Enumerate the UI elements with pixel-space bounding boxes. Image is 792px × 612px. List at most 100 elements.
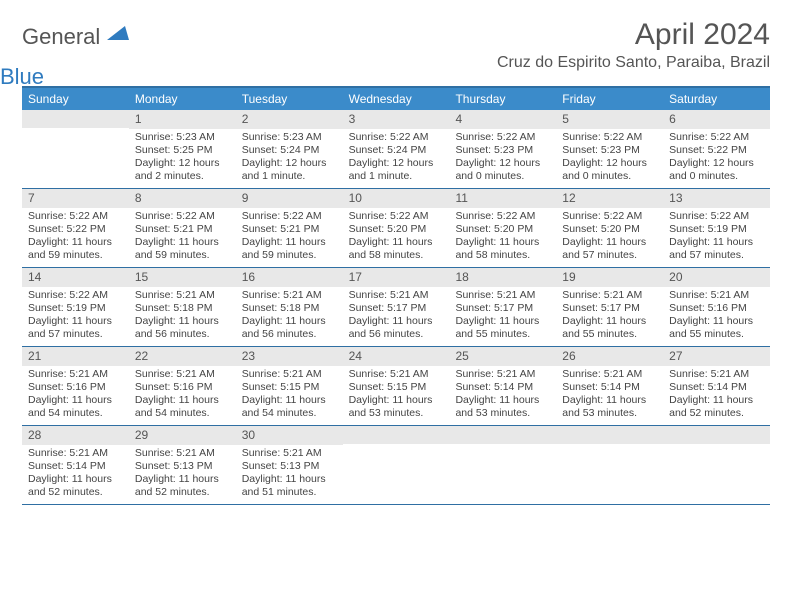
day-number: 24: [343, 347, 450, 366]
calendar-day: 5Sunrise: 5:22 AMSunset: 5:23 PMDaylight…: [556, 110, 663, 188]
sunset-text: Sunset: 5:14 PM: [28, 460, 123, 473]
sunrise-text: Sunrise: 5:22 AM: [669, 131, 764, 144]
day-number: 27: [663, 347, 770, 366]
daylight-text: Daylight: 11 hours and 58 minutes.: [455, 236, 550, 262]
sunrise-text: Sunrise: 5:22 AM: [562, 210, 657, 223]
calendar-day: 4Sunrise: 5:22 AMSunset: 5:23 PMDaylight…: [449, 110, 556, 188]
day-body: Sunrise: 5:22 AMSunset: 5:21 PMDaylight:…: [236, 208, 343, 267]
calendar-day: 3Sunrise: 5:22 AMSunset: 5:24 PMDaylight…: [343, 110, 450, 188]
day-body: Sunrise: 5:22 AMSunset: 5:24 PMDaylight:…: [343, 129, 450, 188]
daylight-text: Daylight: 11 hours and 57 minutes.: [28, 315, 123, 341]
calendar-day: 12Sunrise: 5:22 AMSunset: 5:20 PMDayligh…: [556, 189, 663, 267]
sunset-text: Sunset: 5:21 PM: [135, 223, 230, 236]
day-number: 30: [236, 426, 343, 445]
day-number: 9: [236, 189, 343, 208]
day-number: 28: [22, 426, 129, 445]
day-number: 10: [343, 189, 450, 208]
sunset-text: Sunset: 5:14 PM: [562, 381, 657, 394]
dow-friday: Friday: [556, 88, 663, 110]
day-number: 1: [129, 110, 236, 129]
day-number: [343, 426, 450, 444]
sunrise-text: Sunrise: 5:23 AM: [135, 131, 230, 144]
daylight-text: Daylight: 11 hours and 56 minutes.: [349, 315, 444, 341]
daylight-text: Daylight: 11 hours and 52 minutes.: [28, 473, 123, 499]
daylight-text: Daylight: 11 hours and 57 minutes.: [669, 236, 764, 262]
daylight-text: Daylight: 11 hours and 54 minutes.: [135, 394, 230, 420]
sunrise-text: Sunrise: 5:22 AM: [28, 210, 123, 223]
day-body: Sunrise: 5:21 AMSunset: 5:17 PMDaylight:…: [449, 287, 556, 346]
calendar-body: 1 Sunrise: 5:23 AMSunset: 5:25 PM Daylight…: [22, 110, 770, 505]
day-body: Sunrise: 5:22 AMSunset: 5:19 PMDaylight:…: [22, 287, 129, 346]
day-number: 3: [343, 110, 450, 129]
calendar-day: 10Sunrise: 5:22 AMSunset: 5:20 PMDayligh…: [343, 189, 450, 267]
daylight-text: Daylight: 11 hours and 55 minutes.: [562, 315, 657, 341]
logo-block: General Blue: [22, 24, 127, 76]
daylight-text: Daylight: 11 hours and 53 minutes.: [349, 394, 444, 420]
daylight-text: Daylight: 11 hours and 52 minutes.: [135, 473, 230, 499]
daylight-text: Daylight: 11 hours and 51 minutes.: [242, 473, 337, 499]
sunrise-text: Sunrise: 5:22 AM: [455, 210, 550, 223]
sunset-text: Sunset: 5:14 PM: [455, 381, 550, 394]
day-body: Sunrise: 5:21 AMSunset: 5:14 PMDaylight:…: [449, 366, 556, 425]
day-body: Sunrise: 5:22 AMSunset: 5:20 PMDaylight:…: [449, 208, 556, 267]
sunset-text: Sunset: 5:15 PM: [242, 381, 337, 394]
sunset-text: Sunset: 5:18 PM: [135, 302, 230, 315]
day-body: Sunrise: 5:21 AMSunset: 5:14 PMDaylight:…: [663, 366, 770, 425]
calendar-day: 16Sunrise: 5:21 AMSunset: 5:18 PMDayligh…: [236, 268, 343, 346]
calendar-day: 18Sunrise: 5:21 AMSunset: 5:17 PMDayligh…: [449, 268, 556, 346]
calendar-day: 2Sunrise: 5:23 AMSunset: 5:24 PMDaylight…: [236, 110, 343, 188]
calendar-day: [663, 426, 770, 504]
sunrise-text: Sunrise: 5:22 AM: [28, 289, 123, 302]
sunset-text: Sunset: 5:22 PM: [669, 144, 764, 157]
day-number: [22, 110, 129, 128]
day-body: Sunrise: 5:21 AMSunset: 5:18 PMDaylight:…: [129, 287, 236, 346]
dow-saturday: Saturday: [663, 88, 770, 110]
calendar-day: 23Sunrise: 5:21 AMSunset: 5:15 PMDayligh…: [236, 347, 343, 425]
day-body: Sunrise: 5:22 AMSunset: 5:22 PMDaylight:…: [663, 129, 770, 188]
day-body: Sunrise: 5:21 AMSunset: 5:13 PMDaylight:…: [236, 445, 343, 504]
calendar-day: [449, 426, 556, 504]
day-number: 29: [129, 426, 236, 445]
day-body: Sunrise: 5:21 AMSunset: 5:16 PMDaylight:…: [22, 366, 129, 425]
calendar-day: 21Sunrise: 5:21 AMSunset: 5:16 PMDayligh…: [22, 347, 129, 425]
day-body: Sunrise: 5:22 AMSunset: 5:23 PMDaylight:…: [449, 129, 556, 188]
sunset-text: Sunset: 5:25 PM: [135, 144, 230, 157]
calendar-day: 8Sunrise: 5:22 AMSunset: 5:21 PMDaylight…: [129, 189, 236, 267]
sunrise-text: Sunrise: 5:22 AM: [455, 131, 550, 144]
daylight-text: Daylight: 11 hours and 58 minutes.: [349, 236, 444, 262]
dow-sunday: Sunday: [22, 88, 129, 110]
day-number: 8: [129, 189, 236, 208]
sunset-text: Sunset: 5:23 PM: [562, 144, 657, 157]
calendar-week: 14Sunrise: 5:22 AMSunset: 5:19 PMDayligh…: [22, 268, 770, 347]
sunrise-text: Sunrise: 5:21 AM: [349, 368, 444, 381]
day-number: 15: [129, 268, 236, 287]
sunrise-text: Sunrise: 5:21 AM: [135, 289, 230, 302]
sunrise-text: Sunrise: 5:21 AM: [455, 289, 550, 302]
sunset-text: Sunset: 5:19 PM: [28, 302, 123, 315]
dow-monday: Monday: [129, 88, 236, 110]
day-number: 18: [449, 268, 556, 287]
title-block: April 2024 Cruz do Espirito Santo, Parai…: [497, 18, 770, 72]
calendar-day: 14Sunrise: 5:22 AMSunset: 5:19 PMDayligh…: [22, 268, 129, 346]
calendar-day: 24Sunrise: 5:21 AMSunset: 5:15 PMDayligh…: [343, 347, 450, 425]
daylight-text: Daylight: 11 hours and 53 minutes.: [562, 394, 657, 420]
day-body: Sunrise: 5:23 AMSunset: 5:24 PMDaylight:…: [236, 129, 343, 188]
sunset-text: Sunset: 5:24 PM: [242, 144, 337, 157]
day-body: Sunrise: 5:22 AMSunset: 5:20 PMDaylight:…: [343, 208, 450, 267]
day-number: 26: [556, 347, 663, 366]
calendar: Sunday Monday Tuesday Wednesday Thursday…: [22, 86, 770, 505]
calendar-day: 22Sunrise: 5:21 AMSunset: 5:16 PMDayligh…: [129, 347, 236, 425]
sunrise-text: Sunrise: 5:21 AM: [242, 368, 337, 381]
sunrise-text: Sunrise: 5:21 AM: [242, 447, 337, 460]
day-body: Sunrise: 5:21 AMSunset: 5:17 PMDaylight:…: [343, 287, 450, 346]
sunrise-text: Sunrise: 5:21 AM: [562, 289, 657, 302]
sunrise-text: Sunrise: 5:22 AM: [135, 210, 230, 223]
sunrise-text: Sunrise: 5:21 AM: [562, 368, 657, 381]
sunrise-text: Sunrise: 5:21 AM: [28, 368, 123, 381]
page: General Blue April 2024 Cruz do Espirito…: [0, 0, 792, 505]
day-number: 13: [663, 189, 770, 208]
sunset-text: Sunset: 5:23 PM: [455, 144, 550, 157]
daylight-text: Daylight: 12 hours and 0 minutes.: [455, 157, 550, 183]
calendar-day: 15Sunrise: 5:21 AMSunset: 5:18 PMDayligh…: [129, 268, 236, 346]
calendar-day: 25Sunrise: 5:21 AMSunset: 5:14 PMDayligh…: [449, 347, 556, 425]
